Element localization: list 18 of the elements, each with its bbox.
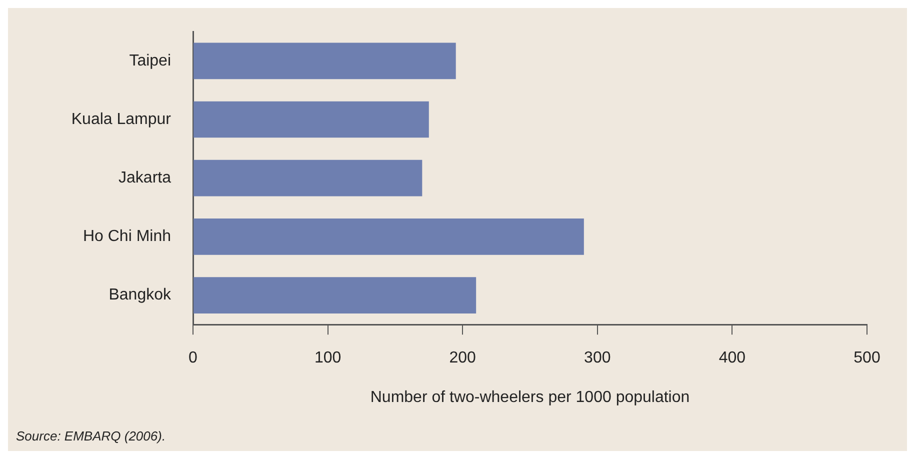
source-note: Source: EMBARQ (2006). bbox=[16, 428, 166, 444]
x-tick-label: 100 bbox=[314, 350, 342, 367]
bar bbox=[194, 218, 584, 255]
y-tick-label: Taipei bbox=[129, 52, 171, 70]
x-axis-title: Number of two-wheelers per 1000 population bbox=[370, 388, 690, 406]
y-tick-label: Jakarta bbox=[118, 170, 172, 187]
x-tick-label: 200 bbox=[449, 350, 476, 367]
bar bbox=[194, 160, 422, 196]
bar bbox=[194, 101, 429, 138]
x-tick-label: 400 bbox=[718, 350, 746, 367]
x-tick-label: 300 bbox=[584, 350, 611, 367]
y-tick-label: Ho Chi Minh bbox=[82, 228, 171, 246]
y-tick-label: Bangkok bbox=[108, 286, 172, 304]
x-tick-label: 0 bbox=[188, 350, 198, 367]
bar bbox=[194, 277, 476, 314]
bar bbox=[194, 42, 456, 80]
x-tick-label: 500 bbox=[854, 350, 880, 367]
y-tick-label: Kuala Lampur bbox=[71, 110, 172, 128]
